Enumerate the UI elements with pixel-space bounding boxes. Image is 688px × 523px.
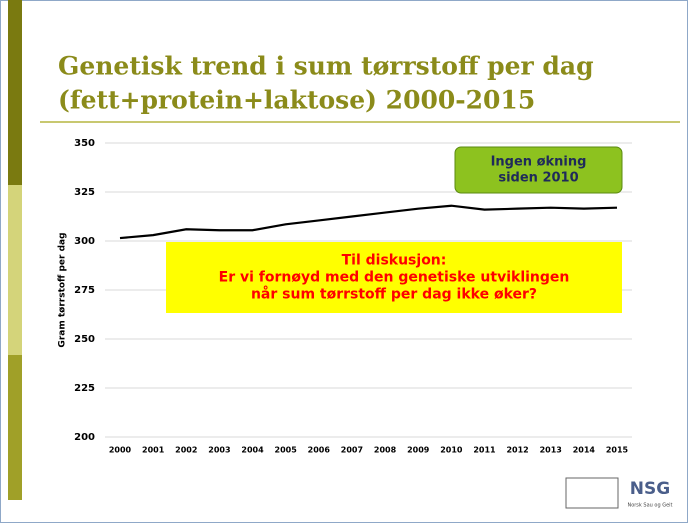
y-tick-label: 325 bbox=[74, 187, 95, 198]
title-line: (fett+protein+laktose) 2000-2015 bbox=[58, 86, 535, 115]
x-tick-label: 2003 bbox=[208, 446, 230, 455]
x-tick-label: 2002 bbox=[175, 446, 197, 455]
x-tick-label: 2004 bbox=[241, 446, 264, 455]
annotation-text: Er vi fornøyd med den genetiske utviklin… bbox=[219, 270, 570, 286]
side-bar-bottom bbox=[8, 355, 22, 500]
y-tick-label: 250 bbox=[74, 334, 95, 345]
side-bar-top bbox=[8, 0, 22, 185]
x-tick-label: 2000 bbox=[109, 446, 132, 455]
x-tick-label: 2015 bbox=[606, 446, 629, 455]
annotation-text: når sum tørrstoff per dag ikke øker? bbox=[251, 286, 537, 303]
y-tick-label: 300 bbox=[74, 236, 95, 247]
title-line: Genetisk trend i sum tørrstoff per dag bbox=[58, 52, 594, 81]
y-tick-label: 275 bbox=[74, 285, 95, 296]
x-tick-label: 2012 bbox=[506, 446, 528, 455]
annotation-text: siden 2010 bbox=[498, 171, 578, 186]
y-tick-label: 200 bbox=[74, 432, 95, 443]
x-tick-label: 2011 bbox=[473, 446, 496, 455]
x-tick-label: 2001 bbox=[142, 446, 165, 455]
y-tick-label: 350 bbox=[74, 138, 95, 149]
x-tick-label: 2009 bbox=[407, 446, 430, 455]
annotation-text: Til diskusjon: bbox=[342, 253, 447, 269]
y-tick-label: 225 bbox=[74, 383, 95, 394]
x-tick-label: 2008 bbox=[374, 446, 397, 455]
annotation-box bbox=[166, 242, 622, 313]
logo-subtext: Norsk Sau og Geit bbox=[627, 503, 672, 509]
annotation-text: Ingen økning bbox=[491, 155, 587, 170]
side-bar-middle bbox=[8, 185, 22, 355]
x-tick-label: 2006 bbox=[308, 446, 331, 455]
x-tick-label: 2010 bbox=[440, 446, 463, 455]
data-line bbox=[119, 204, 618, 240]
x-tick-label: 2005 bbox=[275, 446, 298, 455]
annotation-box bbox=[454, 146, 623, 194]
y-axis-label: Gram tørrstoff per dag bbox=[58, 232, 68, 347]
x-tick-label: 2014 bbox=[573, 446, 596, 455]
x-tick-label: 2013 bbox=[540, 446, 562, 455]
logo: NSG Norsk Sau og Geit bbox=[565, 477, 673, 509]
logo-text: NSG bbox=[630, 479, 670, 499]
logo-icon bbox=[565, 477, 619, 509]
x-tick-label: 2007 bbox=[341, 446, 363, 455]
